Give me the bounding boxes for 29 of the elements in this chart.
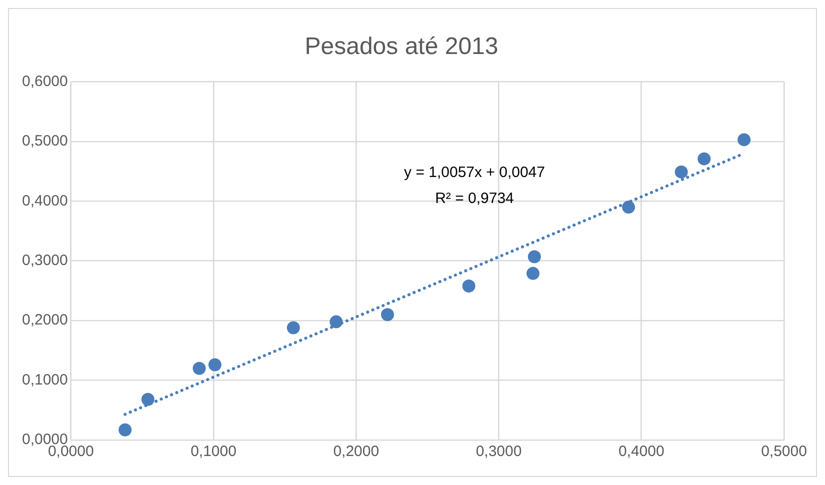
y-tick-label: 0,1000 — [22, 371, 68, 388]
point — [208, 358, 222, 372]
point — [698, 152, 711, 166]
annotation: R² = 0,9734 — [435, 190, 514, 207]
annotation: y = 1,0057x + 0,0047 — [404, 164, 545, 181]
point — [286, 321, 300, 334]
point — [462, 279, 476, 292]
point — [674, 165, 688, 178]
point — [738, 133, 751, 146]
point — [192, 362, 206, 375]
x-tick-label: 0,1000 — [190, 443, 236, 460]
y-tick-label: 0,5000 — [22, 132, 68, 150]
y-tick-label: 0,6000 — [22, 72, 68, 90]
point — [118, 423, 132, 436]
x-tick-label: 0,3000 — [476, 443, 522, 460]
x-tick-label: 0,2000 — [333, 443, 380, 460]
point — [622, 200, 636, 214]
y-tick-label: 0,4000 — [22, 192, 68, 210]
y-tick-label: 0,3000 — [22, 252, 68, 270]
point — [528, 250, 541, 264]
chart-title: Pesados até 2013 — [304, 33, 498, 60]
point — [330, 315, 343, 328]
point — [141, 392, 154, 406]
point — [381, 308, 394, 322]
y-tick-label: 0,2000 — [22, 312, 68, 329]
x-tick-label: 0,4000 — [618, 443, 664, 460]
x-tick-label: 0,5000 — [761, 443, 807, 460]
point — [526, 266, 540, 280]
x-tick-label: 0,0000 — [48, 443, 94, 460]
